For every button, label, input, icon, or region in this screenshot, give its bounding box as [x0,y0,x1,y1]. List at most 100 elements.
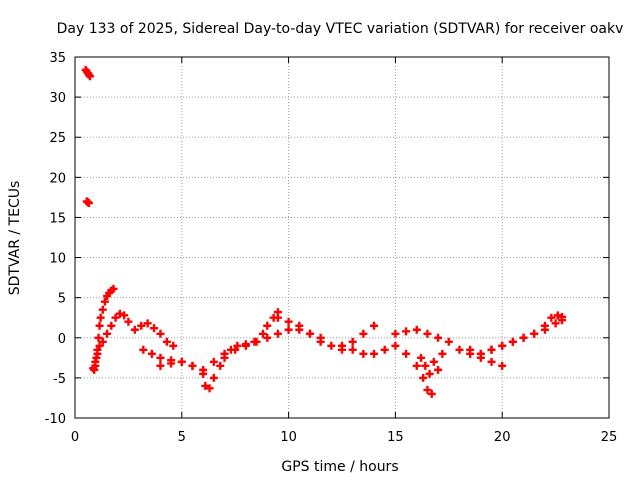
chart-title: Day 133 of 2025, Sidereal Day-to-day VTE… [57,21,624,37]
data-point [438,349,447,358]
data-point [115,309,124,318]
y-tick-label: 20 [49,171,66,186]
data-point [209,357,218,366]
y-axis-label: SDTVAR / TECUs [7,181,23,296]
data-points [81,65,567,398]
data-point [100,297,109,306]
data-point [201,381,210,390]
data-point [508,337,517,346]
data-point [444,337,453,346]
data-point [188,361,197,370]
data-point [167,359,176,368]
data-point [551,319,560,328]
data-point [348,345,357,354]
data-point [84,199,93,208]
data-point [412,325,421,334]
data-point [111,313,120,322]
data-point [107,321,116,330]
data-point [93,349,102,358]
data-point [553,311,562,320]
data-point [231,345,240,354]
data-point [476,349,485,358]
data-point [263,321,272,330]
data-point [380,345,389,354]
data-point [258,329,267,338]
data-point [558,316,567,325]
data-point [487,345,496,354]
data-point [427,389,436,398]
data-point [98,337,107,346]
data-point [305,329,314,338]
y-tick-label: 0 [58,332,66,347]
data-point [130,325,139,334]
data-point [95,341,104,350]
data-point [162,337,171,346]
data-point [120,311,129,320]
data-point [338,341,346,350]
grid-lines [75,57,609,418]
data-point [402,327,411,336]
data-point [455,345,464,354]
data-point [147,349,156,358]
data-point [295,321,304,330]
data-point [263,333,272,342]
data-point [209,373,218,382]
data-point [434,333,443,342]
data-point [177,357,186,366]
data-point [150,324,159,333]
data-point [94,333,103,342]
data-point [370,349,379,358]
data-point [391,329,400,338]
data-point [487,357,496,366]
data-point [423,329,432,338]
data-point [137,321,146,330]
y-tick-label: 35 [49,51,66,66]
data-point [216,361,225,370]
data-point [156,361,165,370]
data-point [98,305,107,314]
data-point [91,357,100,366]
y-tick-label: 30 [49,91,66,106]
data-point [327,341,336,350]
data-point [547,313,556,322]
data-point [540,325,549,334]
x-tick-label: 15 [387,430,404,445]
data-point [273,329,282,338]
data-point [530,329,539,338]
data-point [103,329,112,338]
data-point [348,337,357,346]
data-point [139,345,148,354]
data-point [402,349,411,358]
y-tick-label: 15 [49,211,66,226]
data-point [316,337,325,346]
data-point [434,365,443,374]
y-tick-label: 5 [58,292,66,307]
y-tick-label: -10 [45,412,66,427]
data-point [156,329,165,338]
data-point [419,373,428,382]
data-point [205,384,214,393]
data-point [109,284,118,293]
series-sdtvar [81,65,567,398]
data-point [273,313,282,322]
x-tick-label: 20 [494,430,511,445]
data-point [85,72,94,81]
data-point [95,321,104,330]
data-point [156,353,165,362]
data-point [359,349,368,358]
data-point [252,337,261,346]
plot-frame [74,56,610,419]
axis-ticks: 0 5 10 15 20 25 -10 -5 0 5 10 15 20 25 30 35 [45,51,618,445]
data-point [519,333,528,342]
data-point [370,321,379,330]
data-point [391,341,400,350]
data-point [241,341,250,350]
data-point [169,341,178,350]
y-tick-label: 10 [49,252,66,267]
data-point [359,329,368,338]
data-point [417,353,426,362]
data-point [96,313,105,322]
data-point [421,361,430,370]
data-point [466,345,475,354]
